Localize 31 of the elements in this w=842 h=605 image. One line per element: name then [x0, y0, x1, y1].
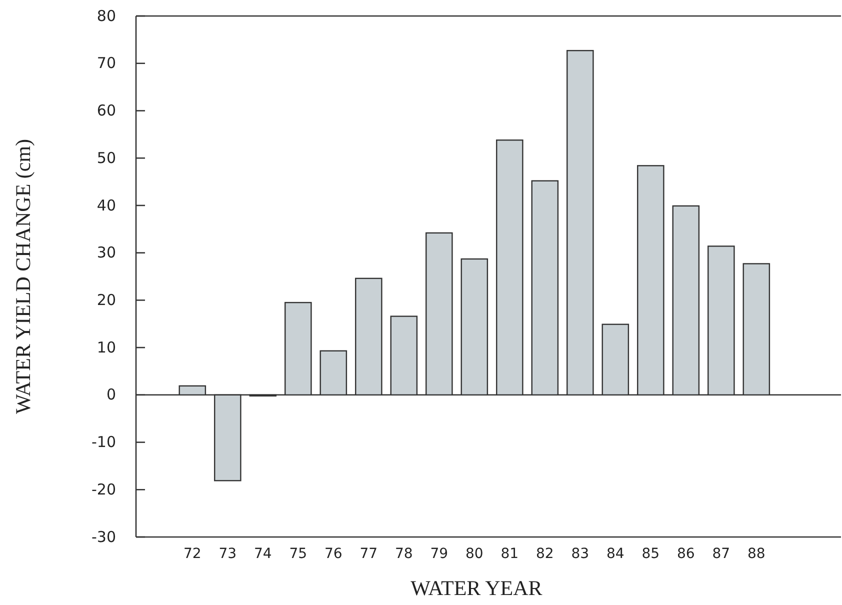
x-tick-label: 76: [324, 546, 342, 562]
x-tick-label: 74: [254, 546, 272, 562]
x-tick-label: 78: [394, 546, 413, 562]
x-tick-label: 83: [571, 546, 590, 562]
x-tick-label: 85: [642, 546, 660, 562]
y-tick-label: 70: [96, 54, 116, 72]
y-tick-label: 0: [106, 386, 116, 404]
x-tick-label: 86: [676, 546, 695, 562]
y-tick-label: 50: [96, 148, 116, 167]
y-tick-label: 80: [96, 6, 116, 25]
x-tick-label: 81: [500, 546, 519, 562]
y-tick-label: 20: [96, 290, 116, 309]
x-tick-label: 79: [430, 546, 448, 562]
y-tick-label: -10: [92, 433, 116, 452]
y-axis-title: WATER YIELD CHANGE (cm): [11, 138, 35, 414]
y-tick-label: 40: [96, 196, 116, 214]
x-tick-label: 87: [712, 546, 730, 562]
x-tick-label: 82: [536, 546, 554, 562]
y-tick-label: -30: [92, 528, 116, 546]
x-tick-label: 72: [183, 546, 202, 562]
y-tick-label: 30: [96, 244, 116, 262]
x-tick-label: 77: [360, 546, 378, 562]
x-tick-label: 84: [606, 546, 624, 562]
x-tick-label: 80: [465, 546, 484, 562]
x-tick-label: 75: [289, 546, 308, 562]
y-tick-label: 60: [96, 102, 116, 120]
x-tick-label: 73: [218, 546, 237, 562]
x-axis-title: WATER YEAR: [410, 576, 542, 600]
x-tick-label: 88: [747, 546, 766, 562]
y-tick-label: -20: [92, 480, 116, 498]
y-tick-label: 10: [96, 338, 116, 356]
